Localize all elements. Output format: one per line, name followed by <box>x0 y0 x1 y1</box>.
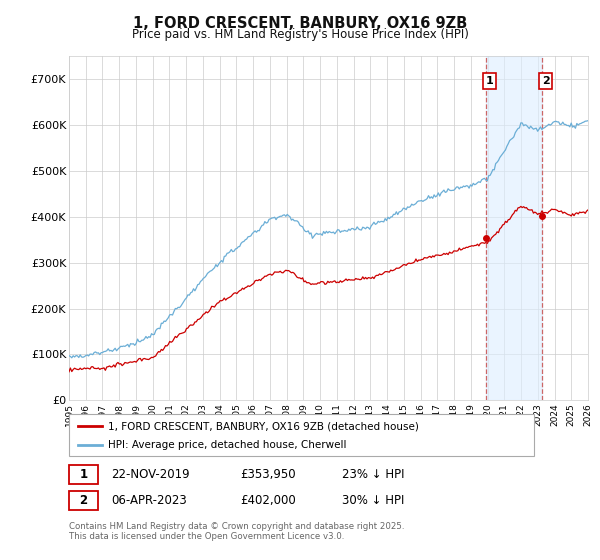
Text: 30% ↓ HPI: 30% ↓ HPI <box>342 493 404 507</box>
Text: 2: 2 <box>79 493 88 507</box>
Text: 1, FORD CRESCENT, BANBURY, OX16 9ZB: 1, FORD CRESCENT, BANBURY, OX16 9ZB <box>133 16 467 31</box>
Bar <box>486 56 542 400</box>
Text: 1, FORD CRESCENT, BANBURY, OX16 9ZB (detached house): 1, FORD CRESCENT, BANBURY, OX16 9ZB (det… <box>108 421 419 431</box>
Text: 06-APR-2023: 06-APR-2023 <box>111 493 187 507</box>
Text: 23% ↓ HPI: 23% ↓ HPI <box>342 468 404 482</box>
Text: £353,950: £353,950 <box>240 468 296 482</box>
Text: 2: 2 <box>542 76 550 86</box>
Text: 1: 1 <box>79 468 88 482</box>
Text: Price paid vs. HM Land Registry's House Price Index (HPI): Price paid vs. HM Land Registry's House … <box>131 28 469 41</box>
Text: 22-NOV-2019: 22-NOV-2019 <box>111 468 190 482</box>
Text: HPI: Average price, detached house, Cherwell: HPI: Average price, detached house, Cher… <box>108 440 347 450</box>
Text: Contains HM Land Registry data © Crown copyright and database right 2025.
This d: Contains HM Land Registry data © Crown c… <box>69 522 404 542</box>
Text: 1: 1 <box>485 76 493 86</box>
Text: £402,000: £402,000 <box>240 493 296 507</box>
